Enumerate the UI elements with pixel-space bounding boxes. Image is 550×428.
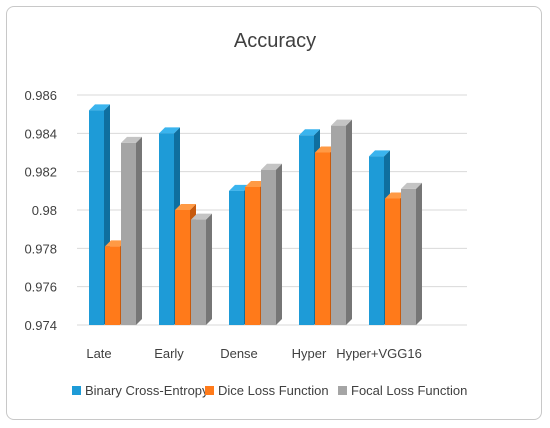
bar-top xyxy=(261,163,282,170)
bar-top xyxy=(159,127,180,134)
bar-top xyxy=(229,184,250,191)
x-category-label: Early xyxy=(154,346,184,361)
bar-top xyxy=(315,146,336,153)
bar-top xyxy=(121,136,142,143)
legend-swatch xyxy=(72,386,81,395)
legend: Binary Cross-Entropy Dice Loss Function Fo… xyxy=(72,383,467,398)
y-tick-label: 0.974 xyxy=(24,318,57,333)
legend-label: Focal Loss Function xyxy=(351,383,467,398)
legend-label: Dice Loss Function xyxy=(218,383,329,398)
bar xyxy=(401,182,422,325)
bar xyxy=(121,136,142,325)
bar-top xyxy=(175,204,196,210)
bar-top xyxy=(331,119,352,126)
bar-side xyxy=(136,136,142,325)
bar-front xyxy=(315,152,330,325)
bar-side xyxy=(416,182,422,325)
bar-front xyxy=(121,142,136,325)
legend-label: Binary Cross-Entropy xyxy=(85,383,209,398)
legend-swatch xyxy=(338,386,347,395)
bar-front xyxy=(159,133,174,325)
bars xyxy=(89,104,422,326)
bar-top xyxy=(401,182,422,189)
y-axis-ticks: 0.974 0.976 0.978 0.98 0.982 0.984 0.986 xyxy=(24,88,57,333)
bar-side xyxy=(276,163,282,325)
x-category-label: Hyper xyxy=(292,346,327,361)
legend-swatch xyxy=(205,386,214,395)
bar-front xyxy=(175,210,190,325)
bar-front xyxy=(401,188,416,325)
bar-top xyxy=(385,192,406,199)
bar-front xyxy=(261,169,276,325)
chart-title: Accuracy xyxy=(234,30,316,52)
y-tick-label: 0.976 xyxy=(24,280,57,295)
bar-side xyxy=(206,213,212,325)
y-tick-label: 0.978 xyxy=(24,241,57,256)
bar-top xyxy=(245,181,266,187)
bar-front xyxy=(229,190,244,325)
bar xyxy=(191,213,212,325)
bar xyxy=(261,163,282,325)
chart-frame: Accuracy 0.974 0.976 0.978 0.98 0.982 0.984 0.… xyxy=(6,6,542,420)
bar-front xyxy=(385,198,400,325)
x-category-label: Dense xyxy=(220,346,258,361)
bar-chart: Accuracy 0.9740.9760.9780.980.9820.9840.… xyxy=(24,30,467,398)
bar-front xyxy=(369,156,384,325)
bar-side xyxy=(346,119,352,326)
y-tick-label: 0.982 xyxy=(24,165,57,180)
bar-front xyxy=(191,219,206,325)
x-axis-categories: Late Early Dense Hyper Hyper+VGG16 xyxy=(86,346,421,361)
bar-front xyxy=(331,125,346,326)
bar-top xyxy=(89,104,110,111)
x-category-label: Late xyxy=(86,346,111,361)
bar-front xyxy=(245,187,260,325)
bar-top xyxy=(191,213,212,220)
bar-top xyxy=(299,129,320,136)
bar-front xyxy=(299,135,314,325)
bar xyxy=(331,119,352,326)
x-category-label: Hyper+VGG16 xyxy=(336,346,422,361)
bar-front xyxy=(105,246,120,325)
y-tick-label: 0.98 xyxy=(32,203,57,218)
bar-front xyxy=(89,110,104,325)
bar-top xyxy=(369,150,390,157)
y-tick-label: 0.986 xyxy=(24,88,57,103)
bar-top xyxy=(105,240,126,247)
y-tick-label: 0.984 xyxy=(24,126,57,141)
